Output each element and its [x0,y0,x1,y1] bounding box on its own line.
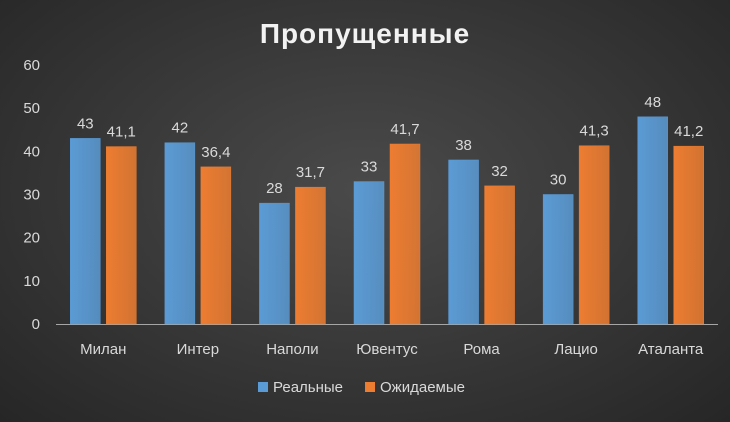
x-tick-label: Аталанта [638,341,704,358]
bar-real [164,142,196,325]
bar-real [70,138,101,325]
bar-real [259,202,290,325]
y-tick-label: 40 [23,143,40,160]
bar-expected [200,166,232,325]
data-label: 28 [266,180,283,197]
data-label: 31,7 [296,164,325,181]
bar-expected [673,145,704,325]
bar-real [353,181,385,325]
bar-real [542,194,574,325]
bar-expected [389,143,421,325]
data-label: 33 [361,159,378,176]
bar-expected [106,146,137,325]
y-tick-label: 30 [23,187,40,204]
y-tick-label: 20 [23,230,40,247]
y-tick-label: 0 [32,316,40,333]
data-label: 41,3 [580,123,609,140]
x-tick-label: Рома [463,341,500,358]
bar-expected [484,185,515,325]
data-label: 41,7 [390,121,419,138]
y-tick-label: 10 [23,273,40,290]
legend-swatch [258,382,268,392]
chart-title: Пропущенные [259,18,471,49]
bar-real [448,159,479,325]
y-tick-label: 60 [23,57,40,74]
data-label: 36,4 [201,144,230,161]
legend-label: Ожидаемые [380,379,465,396]
bar-expected [295,186,326,325]
legend-swatch [365,382,376,392]
data-label: 30 [550,172,567,189]
data-label: 43 [77,115,94,132]
data-label: 41,1 [107,124,136,141]
y-tick-label: 50 [23,100,40,117]
data-label: 41,2 [674,123,703,140]
data-label: 32 [491,163,508,180]
data-label: 42 [172,120,189,137]
data-label: 38 [455,137,472,154]
x-tick-label: Лацио [554,341,598,358]
bar-expected [578,145,610,325]
data-label: 48 [644,94,661,111]
legend-label: Реальные [273,379,343,396]
x-tick-label: Интер [177,341,219,358]
x-tick-label: Наполи [266,341,318,358]
bar-real [637,116,668,325]
x-tick-label: Милан [80,341,126,358]
x-tick-label: Ювентус [356,341,418,358]
